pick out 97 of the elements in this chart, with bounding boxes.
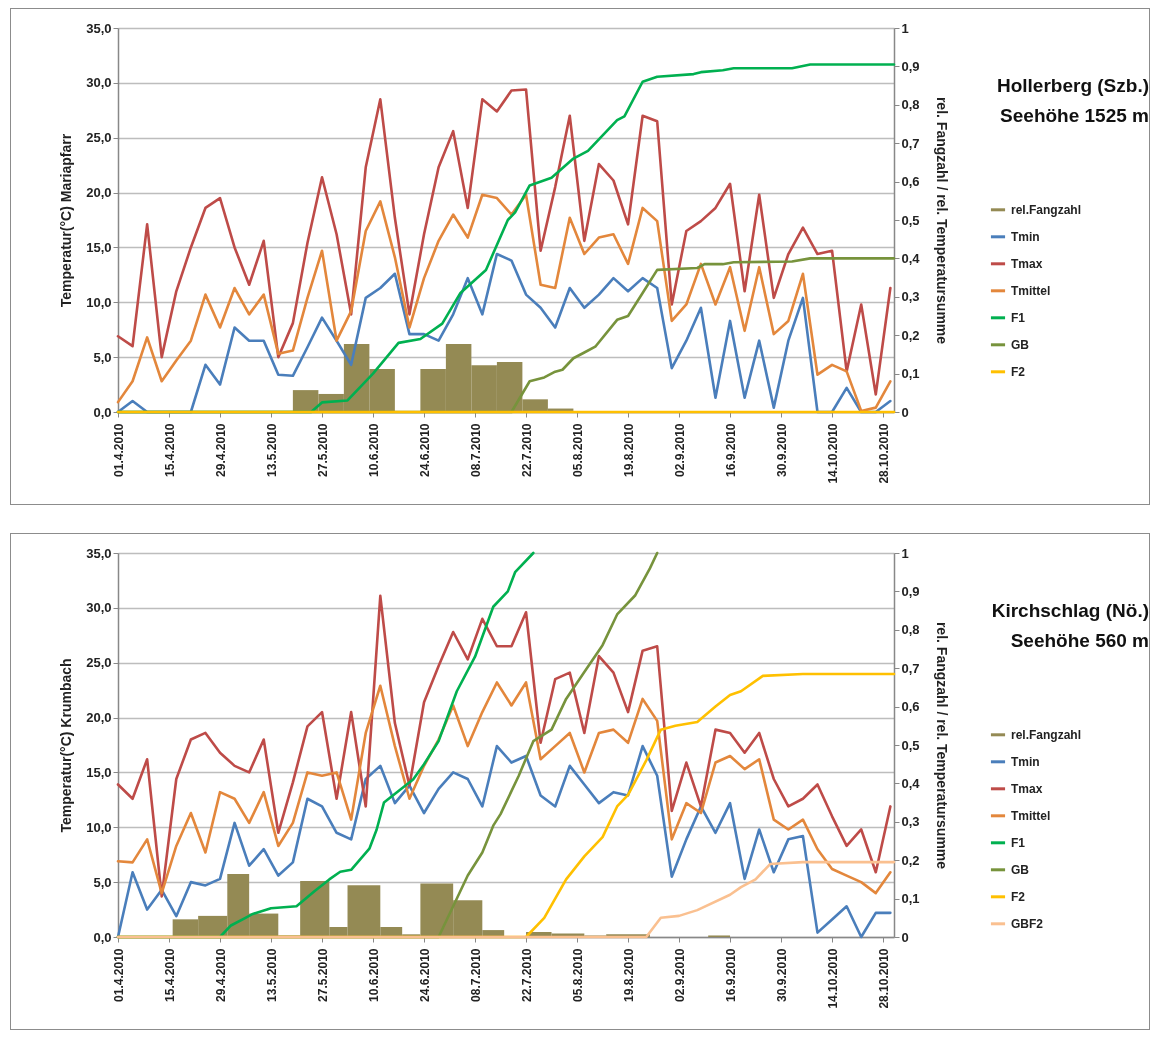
y2-tick-label: 0,2: [901, 852, 920, 868]
y2-tick-label: 0,4: [901, 775, 921, 791]
y-tick-label: 0,0: [93, 404, 112, 420]
y2-tick-label: 0,7: [901, 660, 920, 676]
y2-tick-label: 0,1: [901, 891, 920, 907]
legend-label: F2: [1011, 364, 1026, 379]
y2-tick-label: 0,8: [901, 97, 920, 113]
legend-label: rel.Fangzahl: [1011, 727, 1082, 742]
y-tick-label: 0,0: [93, 929, 112, 945]
y-tick-label: 15,0: [86, 239, 112, 255]
y2-tick-label: 0,9: [901, 583, 920, 599]
y2-tick-label: 0,2: [901, 327, 920, 343]
x-tick-label: 05.8.2010: [570, 423, 585, 477]
y2-tick-label: 0: [901, 929, 909, 945]
y2-tick-label: 1: [901, 545, 909, 561]
x-tick-label: 08.7.2010: [468, 423, 483, 477]
x-tick-label: 27.5.2010: [315, 948, 330, 1002]
text: Hollerberg (Szb.): [996, 75, 1149, 96]
text: Seehöhe 1525 m: [1000, 105, 1149, 126]
x-tick-label: 29.4.2010: [213, 948, 228, 1002]
y2-axis-title: rel. Fangzahl / rel. Temperatursumme: [933, 621, 950, 870]
y-tick-label: 30,0: [86, 600, 112, 616]
x-tick-label: 10.6.2010: [366, 948, 381, 1002]
y-tick-label: 10,0: [86, 819, 112, 835]
y-tick-label: 20,0: [86, 710, 112, 726]
y-tick-label: 5,0: [93, 874, 112, 890]
legend-label: Tmittel: [1011, 283, 1051, 298]
legend-label: F1: [1011, 835, 1026, 850]
x-tick-label: 16.9.2010: [723, 423, 738, 477]
y-tick-label: 35,0: [86, 20, 112, 36]
legend-label: Tmax: [1011, 781, 1043, 796]
x-tick-label: 29.4.2010: [213, 423, 228, 477]
x-tick-label: 15.4.2010: [162, 948, 177, 1002]
y2-axis-title: rel. Fangzahl / rel. Temperatursumme: [933, 96, 950, 345]
x-tick-label: 13.5.2010: [264, 423, 279, 477]
x-tick-label: 24.6.2010: [417, 948, 432, 1002]
legend-label: GBF2: [1011, 916, 1044, 931]
y2-tick-label: 0,9: [901, 58, 920, 74]
y2-tick-label: 0,4: [901, 250, 921, 266]
y-tick-label: 5,0: [93, 349, 112, 365]
y-tick-label: 15,0: [86, 764, 112, 780]
x-tick-label: 28.10.2010: [876, 948, 891, 1009]
legend-label: Tmin: [1011, 754, 1040, 769]
x-tick-label: 01.4.2010: [111, 948, 126, 1002]
y2-tick-label: 0,3: [901, 289, 920, 305]
x-tick-label: 27.5.2010: [315, 423, 330, 477]
legend-label: F1: [1011, 310, 1026, 325]
y2-tick-label: 0,5: [901, 737, 920, 753]
x-tick-label: 19.8.2010: [621, 948, 636, 1002]
x-tick-label: 28.10.2010: [876, 423, 891, 484]
x-tick-label: 24.6.2010: [417, 423, 432, 477]
y2-tick-label: 0,7: [901, 135, 920, 151]
x-tick-label: 16.9.2010: [723, 948, 738, 1002]
y-tick-label: 25,0: [86, 655, 112, 671]
y2-tick-label: 0,3: [901, 814, 920, 830]
text: Kirchschlag (Nö.): [991, 600, 1149, 621]
y2-tick-label: 0,6: [901, 699, 920, 715]
x-tick-label: 22.7.2010: [519, 948, 534, 1002]
x-tick-label: 02.9.2010: [672, 423, 687, 477]
y-tick-label: 30,0: [86, 75, 112, 91]
y2-tick-label: 1: [901, 20, 909, 36]
x-tick-label: 22.7.2010: [519, 423, 534, 477]
y-tick-label: 20,0: [86, 185, 112, 201]
line-series: [116, 744, 892, 939]
legend-label: GB: [1011, 862, 1030, 877]
text: Seehöhe 560 m: [1010, 630, 1149, 651]
x-tick-label: 01.4.2010: [111, 423, 126, 477]
y2-tick-label: 0,1: [901, 366, 920, 382]
legend-label: rel.Fangzahl: [1011, 202, 1082, 217]
legend-label: Tmax: [1011, 256, 1043, 271]
legend-label: GB: [1011, 337, 1030, 352]
x-tick-label: 02.9.2010: [672, 948, 687, 1002]
y2-tick-label: 0,5: [901, 212, 920, 228]
x-tick-label: 14.10.2010: [825, 948, 840, 1009]
x-tick-label: 14.10.2010: [825, 423, 840, 484]
y2-tick-label: 0,6: [901, 174, 920, 190]
y2-tick-label: 0,8: [901, 622, 920, 638]
y2-tick-label: 0: [901, 404, 909, 420]
x-tick-label: 19.8.2010: [621, 423, 636, 477]
legend-label: Tmittel: [1011, 808, 1051, 823]
line-series: [116, 193, 892, 413]
line-series: [116, 594, 892, 898]
legend-label: Tmin: [1011, 229, 1040, 244]
y-tick-label: 35,0: [86, 545, 112, 561]
y-axis-title: Temperatur(°C) Krumbach: [58, 658, 75, 833]
legend-label: F2: [1011, 889, 1026, 904]
x-tick-label: 05.8.2010: [570, 948, 585, 1002]
y-tick-label: 25,0: [86, 130, 112, 146]
y-axis-title: Temperatur(°C) Mariapfarr: [58, 133, 75, 308]
x-tick-label: 13.5.2010: [264, 948, 279, 1002]
line-series: [116, 681, 892, 895]
y-tick-label: 10,0: [86, 294, 112, 310]
x-tick-label: 30.9.2010: [774, 948, 789, 1002]
x-tick-label: 30.9.2010: [774, 423, 789, 477]
x-tick-label: 08.7.2010: [468, 948, 483, 1002]
x-tick-label: 10.6.2010: [366, 423, 381, 477]
x-tick-label: 15.4.2010: [162, 423, 177, 477]
